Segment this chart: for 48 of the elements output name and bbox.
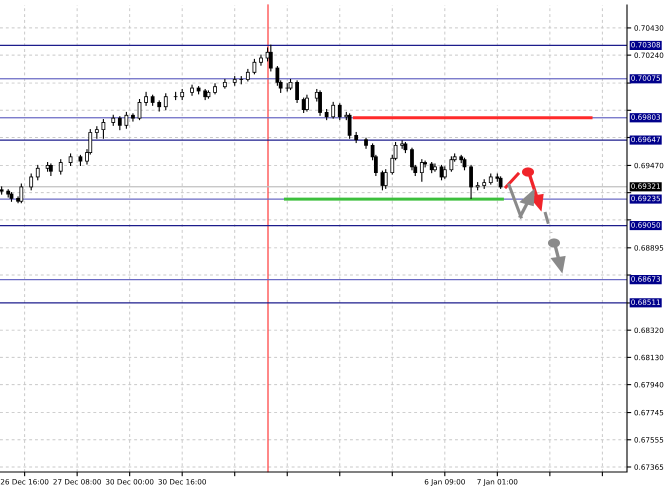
candlestick bbox=[348, 113, 352, 139]
candlestick bbox=[440, 164, 444, 180]
candlestick bbox=[124, 112, 128, 129]
candlestick bbox=[68, 153, 72, 166]
candlestick bbox=[354, 132, 358, 144]
candlestick bbox=[144, 92, 148, 106]
candlestick bbox=[305, 94, 309, 112]
candlestick bbox=[318, 90, 322, 116]
candlestick bbox=[442, 166, 447, 179]
candlestick bbox=[449, 156, 454, 172]
candlestick bbox=[138, 98, 142, 120]
candlestick bbox=[331, 102, 336, 119]
candlestick bbox=[29, 173, 34, 190]
candlestick bbox=[150, 94, 155, 106]
candlestick bbox=[259, 54, 263, 66]
candlestick bbox=[469, 164, 473, 199]
candlestick bbox=[102, 119, 106, 139]
candlestick bbox=[404, 142, 408, 154]
candlestick bbox=[324, 109, 329, 120]
candlestick bbox=[232, 76, 237, 86]
candlestick bbox=[462, 158, 466, 170]
candlestick bbox=[268, 44, 273, 72]
candlestick bbox=[19, 184, 24, 204]
candlestick bbox=[488, 173, 493, 185]
candlestick bbox=[338, 103, 342, 120]
candlestick bbox=[36, 164, 40, 180]
candlestick bbox=[180, 88, 184, 100]
candlestick bbox=[498, 176, 503, 189]
candlestick bbox=[239, 76, 244, 84]
candlestick bbox=[380, 170, 384, 190]
candlestick bbox=[111, 114, 116, 126]
candlestick bbox=[364, 138, 368, 149]
candlestick bbox=[246, 68, 250, 82]
candlestick bbox=[384, 169, 388, 189]
candlestick bbox=[94, 126, 99, 139]
candlestick bbox=[420, 159, 424, 182]
candlestick bbox=[164, 93, 168, 110]
candlestick bbox=[285, 83, 290, 92]
candlestick bbox=[78, 154, 82, 166]
candlestick bbox=[482, 179, 486, 189]
candlestick bbox=[252, 58, 256, 74]
candlestick bbox=[288, 78, 292, 90]
candlestick bbox=[213, 83, 217, 94]
candlestick bbox=[190, 84, 194, 96]
candlestick bbox=[295, 80, 299, 103]
candlestick bbox=[157, 100, 162, 112]
candlestick bbox=[58, 159, 63, 175]
candlestick bbox=[48, 163, 53, 176]
